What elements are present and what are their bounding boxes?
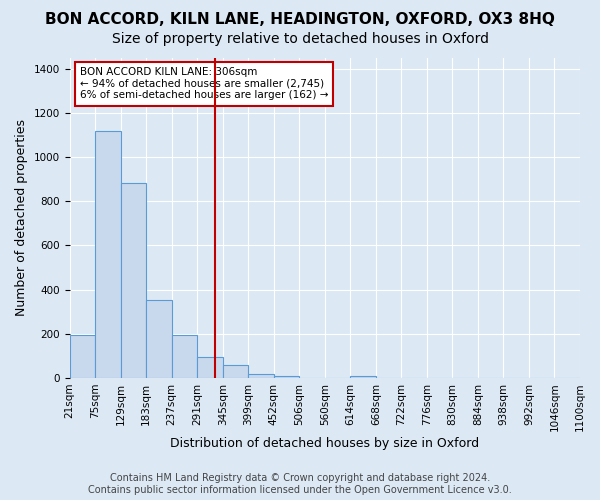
Bar bbox=[70, 336, 95, 378]
Bar bbox=[248, 374, 274, 378]
Bar bbox=[223, 366, 248, 378]
Bar bbox=[274, 376, 299, 378]
Text: Contains HM Land Registry data © Crown copyright and database right 2024.
Contai: Contains HM Land Registry data © Crown c… bbox=[88, 474, 512, 495]
Text: BON ACCORD, KILN LANE, HEADINGTON, OXFORD, OX3 8HQ: BON ACCORD, KILN LANE, HEADINGTON, OXFOR… bbox=[45, 12, 555, 28]
Y-axis label: Number of detached properties: Number of detached properties bbox=[15, 119, 28, 316]
Text: Size of property relative to detached houses in Oxford: Size of property relative to detached ho… bbox=[112, 32, 488, 46]
X-axis label: Distribution of detached houses by size in Oxford: Distribution of detached houses by size … bbox=[170, 437, 479, 450]
Bar bbox=[121, 184, 146, 378]
Text: BON ACCORD KILN LANE: 306sqm
← 94% of detached houses are smaller (2,745)
6% of : BON ACCORD KILN LANE: 306sqm ← 94% of de… bbox=[80, 67, 328, 100]
Bar bbox=[172, 335, 197, 378]
Bar bbox=[146, 300, 172, 378]
Bar bbox=[350, 376, 376, 378]
Bar bbox=[95, 131, 121, 378]
Bar bbox=[197, 357, 223, 378]
